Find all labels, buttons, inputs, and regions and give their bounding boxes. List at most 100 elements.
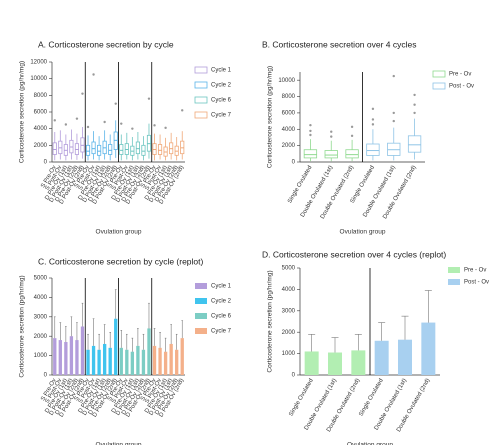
y-tick-label: 10000 [30,76,47,82]
box [91,141,96,155]
bar [141,349,146,375]
bar [158,347,162,375]
x-axis-label: Ovulation group [340,229,386,236]
outlier [330,135,333,138]
legend-swatch [195,283,207,289]
legend-label: Pre - Ov [464,268,486,274]
bar [53,338,57,375]
legend-label: Cycle 1 [211,284,232,290]
y-axis-label: Corticosterone secretion (pg/hr/mg) [267,270,274,372]
outlier [371,118,375,121]
y-tick-label: 1000 [34,353,48,359]
outlier [75,117,79,120]
bar [351,350,366,375]
legend-label: Cycle 7 [211,113,232,119]
outlier [153,124,156,127]
bar [136,345,140,375]
y-tick-label: 2000 [34,334,48,340]
legend-label: Cycle 6 [211,314,232,320]
box [157,144,163,155]
x-axis-label: Ovulation group [96,229,142,236]
bar [102,343,107,375]
outlier [81,92,84,95]
box [52,142,57,155]
outlier [309,133,312,137]
legend-swatch [194,66,208,74]
bar [163,351,168,375]
chart-title: C. Corticosterone secretion by cycle (re… [38,256,204,266]
legend-swatch [448,267,460,273]
outlier [164,126,167,130]
legend-label: Cycle 1 [211,68,232,74]
bar [58,340,62,375]
y-tick-label: 0 [292,160,296,166]
y-tick-label: 5000 [282,266,296,272]
bar [125,349,129,375]
y-tick-label: 6000 [282,110,296,116]
bar [421,322,436,375]
bar [97,349,101,375]
y-axis-label: Corticosterone secretion (pg/hr/mg) [19,61,26,163]
box [366,143,380,156]
outlier [53,119,56,122]
legend-swatch [195,328,207,334]
outlier [92,73,95,76]
box [108,144,113,155]
chart-title: B. Corticosterone secretion over 4 cycle… [262,39,416,49]
bar [91,345,96,375]
y-tick-label: 3000 [34,314,48,320]
outlier [330,130,333,133]
outlier [371,123,375,126]
outlier [147,97,151,100]
bar [169,343,173,375]
y-tick-label: 5000 [34,276,48,282]
outlier [131,127,134,130]
bar [114,318,118,375]
box [85,144,91,156]
bar [304,351,319,375]
outlier [413,111,416,115]
bar [80,326,85,375]
outlier [413,103,416,106]
x-axis-label: Ovulation group [347,442,393,445]
legend-swatch [432,70,446,78]
y-tick-label: 4000 [34,126,48,132]
y-tick-label: 0 [292,373,296,379]
bar [374,340,389,375]
legend-swatch [448,279,460,285]
outlier [64,123,68,126]
y-tick-label: 2000 [282,143,296,149]
bar [75,340,79,375]
outlier [309,129,312,133]
bar [86,349,90,375]
y-tick-label: 4000 [34,295,48,301]
bar [130,351,135,375]
outlier [371,107,375,111]
y-tick-label: 4000 [282,127,296,133]
legend-label: Cycle 6 [211,98,232,104]
bar [147,328,151,375]
bar [108,347,112,375]
box [135,141,140,155]
bar [175,349,179,375]
box [119,144,124,155]
y-axis-label: Corticosterone secretion (pg/hr/mg) [267,66,274,168]
legend-label: Cycle 2 [211,83,232,89]
outlier [114,102,117,105]
legend-swatch [432,82,446,90]
y-tick-label: 0 [44,373,48,379]
bar [119,347,123,375]
outlier [392,119,395,123]
outlier [413,93,416,97]
box [407,135,422,153]
outlier [350,134,354,138]
outlier [86,125,90,129]
box [97,144,102,156]
outlier [350,125,354,129]
bar [64,342,68,375]
legend-swatch [195,298,207,304]
y-tick-label: 4000 [282,287,296,293]
bar [328,352,342,375]
y-tick-label: 2000 [34,143,48,149]
